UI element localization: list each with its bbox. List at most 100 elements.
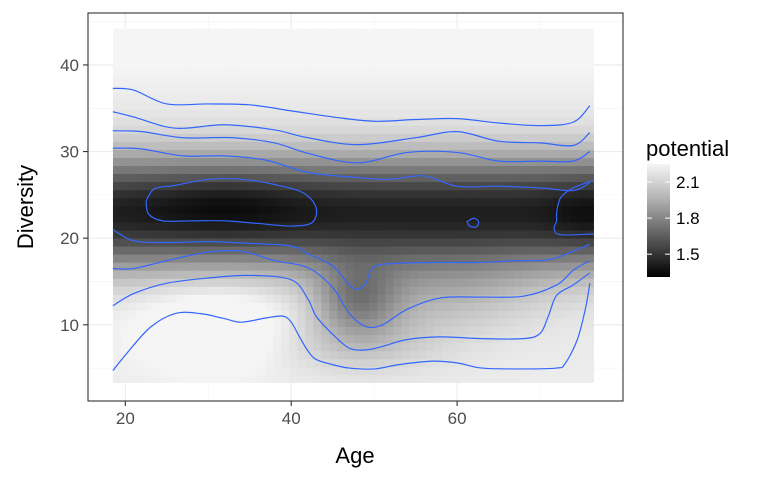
heatmap-cell [345, 366, 355, 376]
heatmap-cell [417, 302, 427, 311]
heatmap-cell [585, 213, 594, 223]
heatmap-cell [449, 84, 459, 94]
heatmap-cell [489, 197, 499, 207]
heatmap-cell [273, 197, 282, 207]
heatmap-cell [577, 262, 587, 271]
heatmap-cell [569, 254, 579, 263]
heatmap-cell [537, 76, 547, 86]
heatmap-cell [425, 278, 435, 287]
heatmap-cell [577, 270, 587, 279]
heatmap-cell [112, 334, 122, 344]
heatmap-cell [457, 294, 467, 303]
heatmap-cell [433, 326, 443, 336]
heatmap-cell [425, 310, 435, 320]
heatmap-cell [569, 350, 579, 360]
heatmap-cell [193, 125, 202, 134]
heatmap-cell [281, 92, 290, 102]
heatmap-cell [233, 326, 242, 336]
heatmap-cell [265, 245, 274, 255]
heatmap-cell [449, 44, 459, 54]
heatmap-cell [249, 28, 258, 38]
heatmap-cell [321, 36, 330, 46]
heatmap-cell [217, 165, 226, 175]
heatmap-cell [257, 84, 266, 94]
heatmap-cell [529, 358, 539, 368]
heatmap-cell [489, 60, 499, 70]
heatmap-cell [160, 342, 170, 352]
heatmap-cell [409, 294, 419, 303]
heatmap-cell [369, 221, 379, 231]
heatmap-cell [561, 181, 571, 191]
heatmap-cell [369, 76, 379, 86]
heatmap-cell [585, 294, 594, 303]
heatmap-cell [361, 262, 371, 271]
heatmap-cell [321, 165, 330, 175]
heatmap-cell [369, 294, 379, 303]
heatmap-cell [273, 36, 282, 46]
heatmap-cell [128, 366, 138, 376]
heatmap-cell [393, 165, 403, 175]
heatmap-cell [361, 101, 371, 110]
heatmap-cell [521, 117, 531, 126]
heatmap-cell [585, 44, 594, 54]
heatmap-cell [185, 278, 194, 287]
heatmap-cell [425, 36, 435, 46]
heatmap-cell [569, 60, 579, 70]
heatmap-cell [449, 101, 459, 110]
heatmap-cell [160, 76, 170, 86]
heatmap-cell [209, 76, 218, 86]
heatmap-cell [233, 350, 242, 360]
heatmap-cell [305, 60, 314, 70]
heatmap-cell [169, 101, 178, 110]
heatmap-cell [249, 149, 258, 158]
heatmap-cell [425, 189, 435, 199]
heatmap-cell [449, 374, 459, 383]
heatmap-cell [160, 262, 170, 271]
heatmap-cell [369, 197, 379, 207]
heatmap-cell [537, 294, 547, 303]
heatmap-cell [177, 245, 186, 255]
heatmap-cell [136, 245, 146, 255]
heatmap-cell [201, 125, 210, 134]
heatmap-cell [505, 189, 515, 199]
heatmap-cell [417, 28, 427, 38]
heatmap-cell [465, 157, 475, 167]
heatmap-cell [497, 286, 507, 295]
heatmap-cell [313, 350, 322, 360]
heatmap-cell [201, 205, 210, 215]
heatmap-cell [136, 358, 146, 368]
heatmap-cell [441, 149, 451, 158]
heatmap-cell [321, 149, 330, 158]
heatmap-cell [545, 181, 555, 191]
heatmap-cell [417, 213, 427, 223]
heatmap-cell [353, 101, 363, 110]
heatmap-cell [457, 117, 467, 126]
heatmap-cell [273, 262, 282, 271]
heatmap-cell [465, 189, 475, 199]
heatmap-cell [217, 221, 226, 231]
heatmap-cell [313, 237, 322, 247]
heatmap-cell [281, 213, 290, 223]
heatmap-cell [112, 197, 122, 207]
heatmap-cell [393, 68, 403, 78]
heatmap-cell [209, 213, 218, 223]
heatmap-cell [281, 374, 290, 383]
heatmap-cell [144, 205, 154, 215]
heatmap-cell [281, 149, 290, 158]
heatmap-cell [473, 358, 483, 368]
legend: potential 1.51.82.1 [646, 136, 729, 277]
heatmap-cell [241, 245, 250, 255]
heatmap-cell [505, 149, 515, 158]
heatmap-cell [545, 221, 555, 231]
heatmap-cell [545, 84, 555, 94]
heatmap-cell [329, 213, 338, 223]
heatmap-cell [321, 326, 330, 336]
heatmap-cell [185, 342, 194, 352]
heatmap-cell [241, 109, 250, 118]
heatmap-cell [177, 358, 186, 368]
heatmap-cell [513, 310, 523, 320]
heatmap-cell [553, 294, 563, 303]
heatmap-cell [425, 358, 435, 368]
heatmap-cell [273, 374, 282, 383]
heatmap-cell [345, 60, 355, 70]
